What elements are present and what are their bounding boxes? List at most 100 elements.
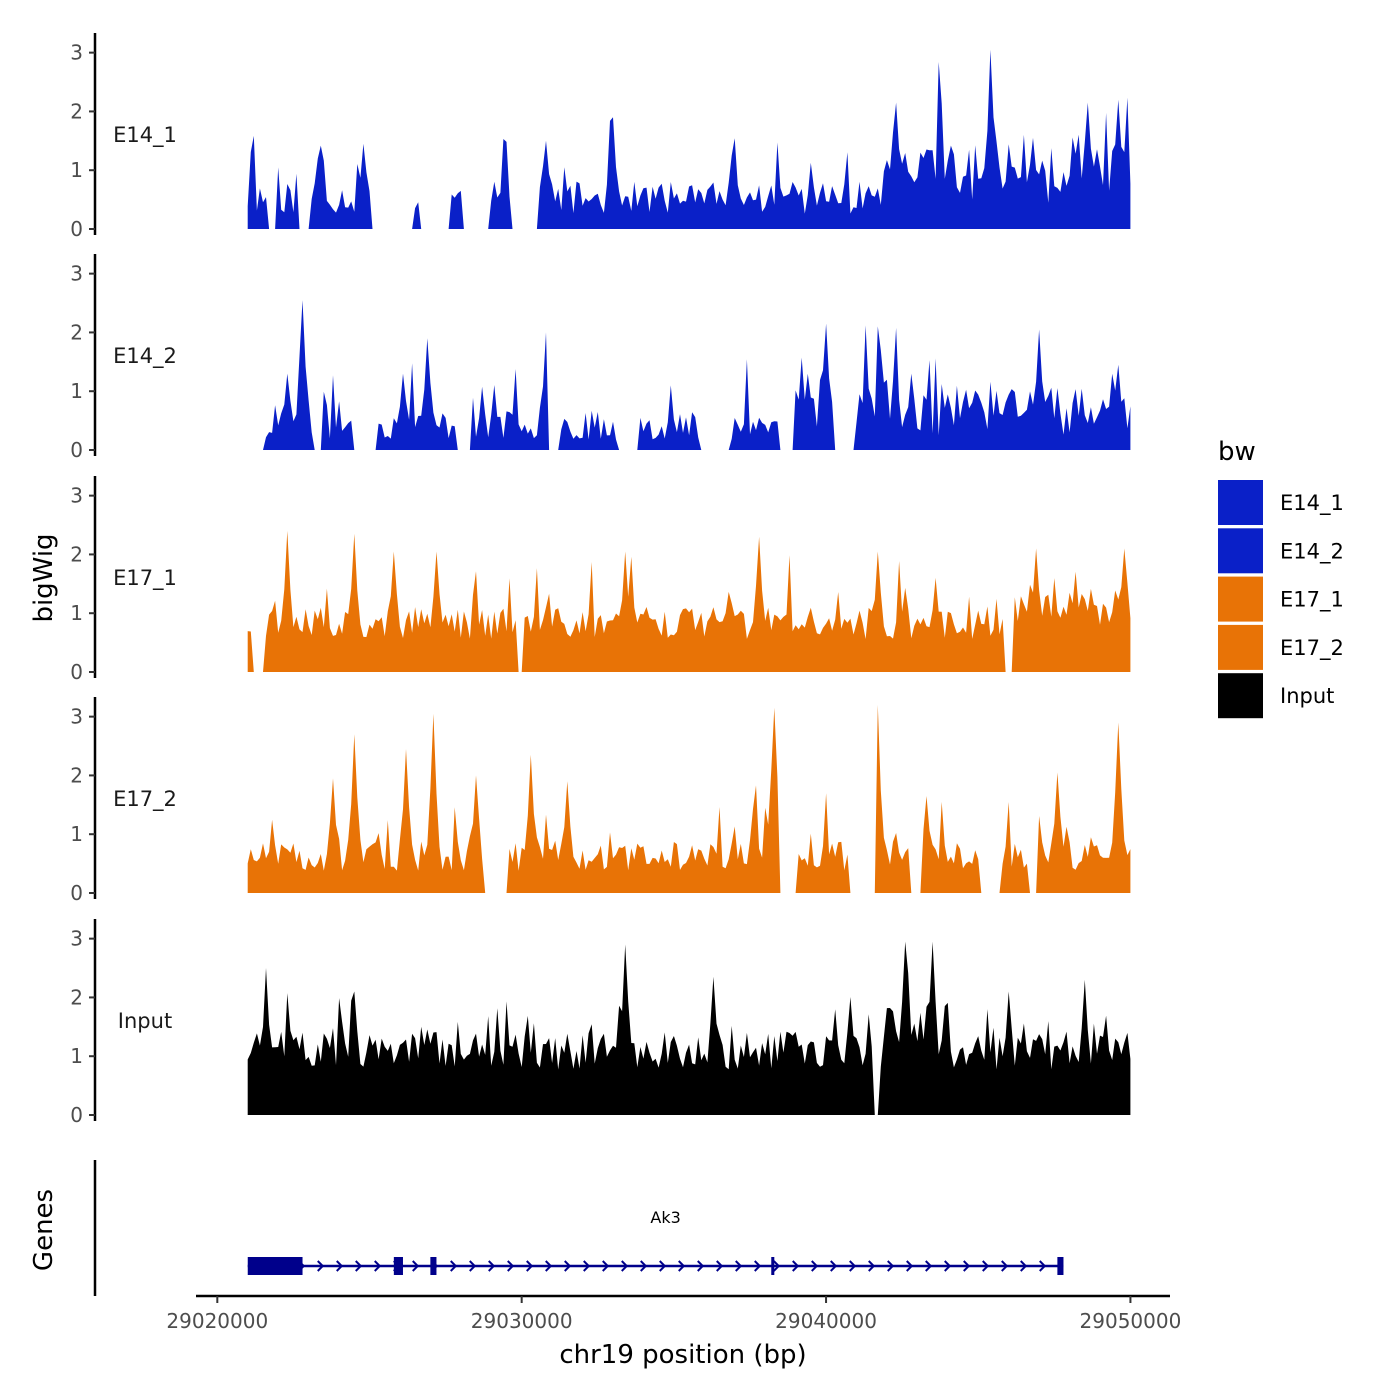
y-tick-label: 0 xyxy=(70,881,83,905)
legend-swatch-E14_2 xyxy=(1218,528,1263,574)
gene-label: Ak3 xyxy=(650,1208,680,1227)
y-tick-label: 1 xyxy=(70,158,83,182)
strand-arrow xyxy=(526,1260,534,1272)
track-E17_1: 0 1 2 3 E17_1 xyxy=(70,476,1131,684)
strand-arrow xyxy=(792,1260,800,1272)
y-tick-label: 0 xyxy=(70,438,83,462)
strand-arrow xyxy=(963,1260,971,1272)
y-tick-label: 2 xyxy=(70,320,83,344)
x-tick-label: 29050000 xyxy=(1080,1309,1182,1333)
strand-arrow xyxy=(583,1260,591,1272)
y-tick-label: 3 xyxy=(70,262,83,286)
signal-area-Input xyxy=(247,941,1131,1115)
signal-area-E14_2 xyxy=(247,300,1131,450)
track-E17_2: 0 1 2 3 E17_2 xyxy=(70,697,1131,905)
x-tick-label: 29030000 xyxy=(471,1309,573,1333)
strand-arrow xyxy=(982,1260,990,1272)
strand-arrow xyxy=(1001,1260,1009,1272)
track-label-E14_1: E14_1 xyxy=(113,123,177,148)
y-tick-label: 1 xyxy=(70,1044,83,1068)
strand-arrow xyxy=(678,1260,686,1272)
strand-arrow xyxy=(925,1260,933,1272)
strand-arrow xyxy=(450,1260,458,1272)
strand-arrow xyxy=(1020,1260,1028,1272)
strand-arrow xyxy=(716,1260,724,1272)
y-tick-label: 1 xyxy=(70,822,83,846)
legend-swatch-E14_1 xyxy=(1218,480,1263,525)
track-E14_2: 0 1 2 3 E14_2 xyxy=(70,254,1131,462)
legend-label-E17_1: E17_1 xyxy=(1280,588,1344,613)
gene-track: Ak3 xyxy=(93,1160,1064,1296)
y-tick-label: 3 xyxy=(70,927,83,951)
legend-label-E14_2: E14_2 xyxy=(1280,539,1344,564)
strand-arrow xyxy=(336,1260,344,1272)
legend-title: bw xyxy=(1218,437,1256,467)
legend-swatch-Input xyxy=(1218,673,1263,719)
track-label-E17_2: E17_2 xyxy=(113,787,177,812)
strand-arrow xyxy=(906,1260,914,1272)
strand-arrow xyxy=(621,1260,629,1272)
x-axis-title: chr19 position (bp) xyxy=(559,1340,806,1370)
strand-arrow xyxy=(374,1260,382,1272)
legend-label-E14_1: E14_1 xyxy=(1280,491,1344,516)
strand-arrow xyxy=(488,1260,496,1272)
strand-arrow xyxy=(602,1260,610,1272)
legend-label-E17_2: E17_2 xyxy=(1280,636,1344,661)
track-E14_1: 0 1 2 3 E14_1 xyxy=(70,33,1131,241)
strand-arrow xyxy=(564,1260,572,1272)
y-tick-label: 2 xyxy=(70,985,83,1009)
y-axis-title: bigWig xyxy=(29,533,59,622)
strand-arrow xyxy=(545,1260,553,1272)
x-tick-label: 29020000 xyxy=(166,1309,268,1333)
strand-arrow xyxy=(811,1260,819,1272)
y-tick-label: 2 xyxy=(70,542,83,566)
bigwig-tracks: 0 1 2 3 E14_1 0 1 2 3 E14_2 0 1 2 3 E17_1 0 1 2 3 E17_2 0 1 2 3… xyxy=(70,33,1131,1127)
x-axis: 29020000 29030000 29040000 29050000 xyxy=(166,1294,1182,1333)
y-tick-label: 1 xyxy=(70,379,83,403)
legend: bw E14_1 E14_2 E17_1 E17_2 Input xyxy=(1218,437,1344,719)
strand-arrow xyxy=(412,1260,420,1272)
track-label-Input: Input xyxy=(118,1009,172,1033)
strand-arrow xyxy=(317,1260,325,1272)
gene-exon xyxy=(393,1257,403,1275)
track-label-E17_1: E17_1 xyxy=(113,566,177,591)
gene-exon xyxy=(247,1257,303,1275)
strand-arrow xyxy=(944,1260,952,1272)
gene-exon xyxy=(771,1257,775,1275)
legend-swatch-E17_1 xyxy=(1218,576,1263,622)
y-tick-label: 2 xyxy=(70,763,83,787)
gene-Ak3: Ak3 xyxy=(247,1208,1064,1275)
genes-axis-title: Genes xyxy=(29,1189,59,1271)
strand-arrow xyxy=(735,1260,743,1272)
strand-arrow xyxy=(469,1260,477,1272)
y-tick-label: 0 xyxy=(70,1103,83,1127)
strand-arrow xyxy=(773,1260,781,1272)
signal-area-E17_1 xyxy=(247,530,1131,672)
strand-arrow xyxy=(355,1260,363,1272)
legend-label-Input: Input xyxy=(1280,684,1334,708)
strand-arrow xyxy=(887,1260,895,1272)
legend-swatch-E17_2 xyxy=(1218,624,1263,670)
strand-arrow xyxy=(640,1260,648,1272)
gene-exon xyxy=(430,1257,437,1275)
gene-exon xyxy=(1057,1257,1064,1275)
strand-arrow xyxy=(830,1260,838,1272)
track-label-E14_2: E14_2 xyxy=(113,344,177,369)
y-tick-label: 3 xyxy=(70,41,83,65)
y-tick-label: 2 xyxy=(70,99,83,123)
track-Input: 0 1 2 3 Input xyxy=(70,919,1131,1127)
x-tick-label: 29040000 xyxy=(775,1309,877,1333)
strand-arrow xyxy=(697,1260,705,1272)
strand-arrow xyxy=(1039,1260,1047,1272)
y-tick-label: 3 xyxy=(70,705,83,729)
strand-arrow xyxy=(507,1260,515,1272)
strand-arrow xyxy=(868,1260,876,1272)
strand-arrow xyxy=(849,1260,857,1272)
signal-area-E14_1 xyxy=(247,49,1131,230)
strand-arrow xyxy=(754,1260,762,1272)
y-tick-label: 3 xyxy=(70,484,83,508)
y-tick-label: 1 xyxy=(70,601,83,625)
strand-arrow xyxy=(659,1260,667,1272)
signal-area-E17_2 xyxy=(247,704,1131,893)
